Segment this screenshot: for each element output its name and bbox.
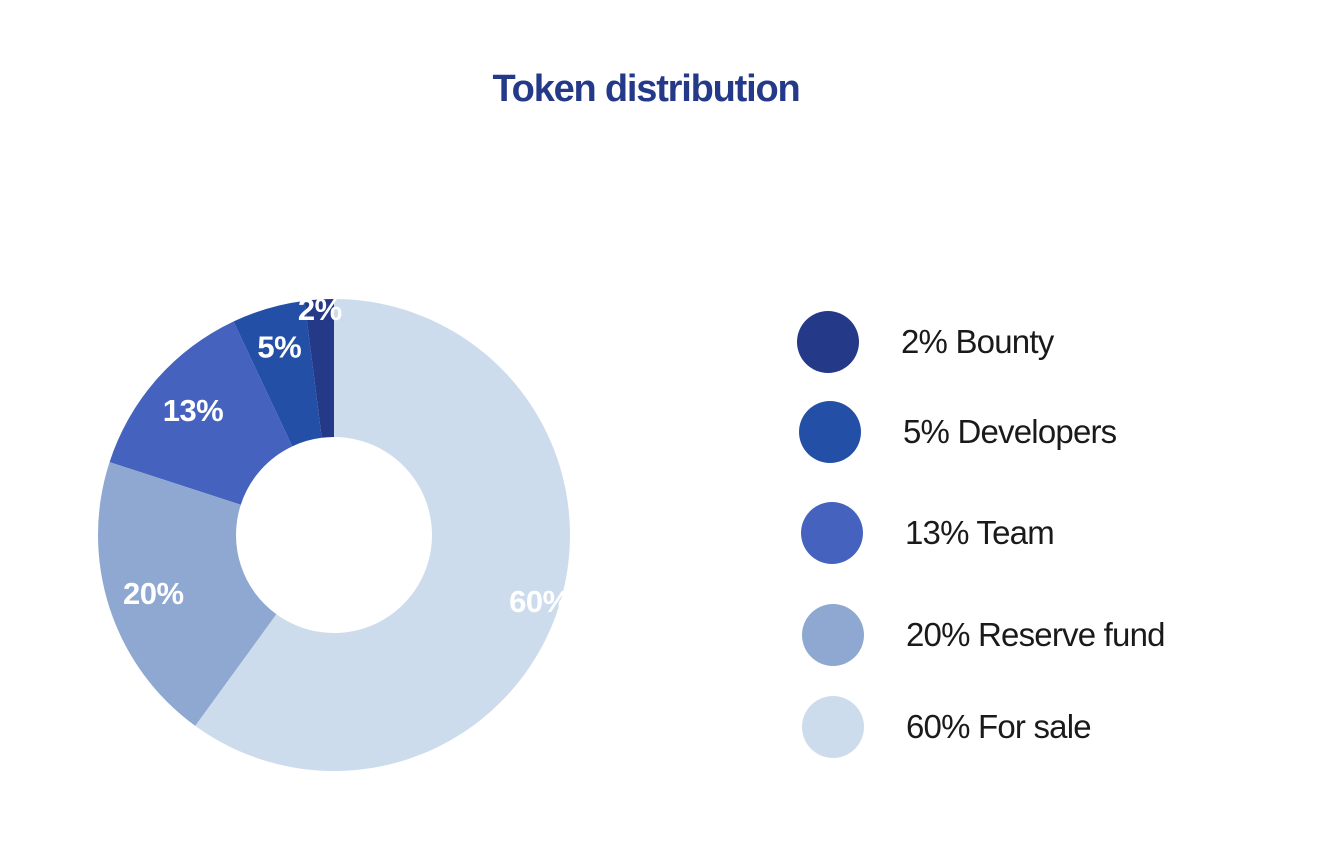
donut-slice-reserve-fund (97, 462, 277, 726)
legend-label: 60% For sale (906, 708, 1092, 745)
legend-item-for-sale: 60% For sale (802, 695, 1092, 759)
legend-label: 5% Developers (903, 413, 1117, 450)
legend-label: 13% Team (905, 514, 1055, 551)
legend-swatch (801, 502, 863, 564)
donut-slice-developers (233, 300, 322, 447)
donut-slice-bounty (304, 299, 334, 438)
donut-slice-team (109, 321, 293, 505)
legend-swatch (797, 311, 859, 373)
slice-label-bounty: 2% (298, 292, 342, 327)
legend-label: 20% Reserve fund (906, 616, 1166, 653)
chart-title: Token distribution (492, 68, 800, 110)
legend-swatch (802, 604, 864, 666)
legend-item-reserve-fund: 20% Reserve fund (802, 603, 1166, 667)
slice-label-developers: 5% (257, 329, 301, 364)
legend-swatch (799, 401, 861, 463)
legend-item-team: 13% Team (801, 501, 1055, 565)
slice-label-for-sale: 60% (509, 584, 570, 619)
legend-item-bounty: 2% Bounty (797, 310, 1054, 374)
legend-label: 2% Bounty (901, 323, 1054, 360)
donut-slice-for-sale (195, 299, 570, 772)
legend-swatch (802, 696, 864, 758)
legend-item-developers: 5% Developers (799, 400, 1117, 464)
slice-label-team: 13% (163, 393, 224, 428)
slice-label-reserve-fund: 20% (123, 576, 184, 611)
